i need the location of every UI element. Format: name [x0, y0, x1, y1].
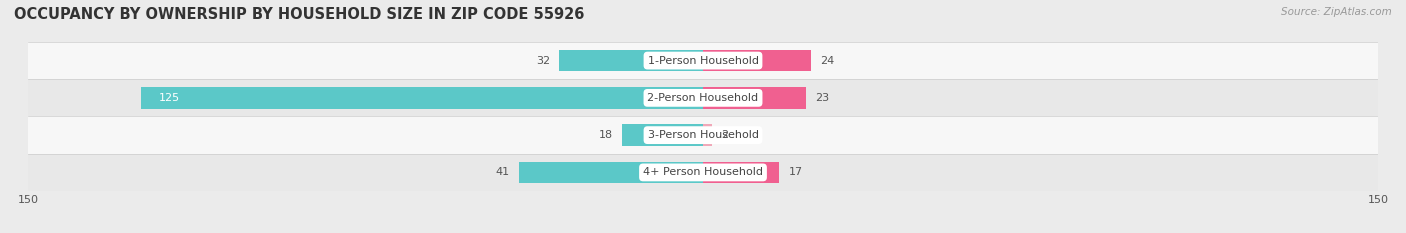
Text: 24: 24	[820, 56, 834, 65]
Bar	[141, 87, 703, 109]
Text: 4+ Person Household: 4+ Person Household	[643, 168, 763, 177]
Bar	[28, 42, 1378, 79]
Bar	[28, 116, 1378, 154]
Text: 41: 41	[495, 168, 509, 177]
Bar	[28, 154, 1378, 191]
Text: 3-Person Household: 3-Person Household	[648, 130, 758, 140]
Text: 125: 125	[159, 93, 180, 103]
Bar	[560, 50, 703, 71]
Text: 2: 2	[721, 130, 728, 140]
Bar	[703, 87, 807, 109]
Text: 18: 18	[599, 130, 613, 140]
Text: Source: ZipAtlas.com: Source: ZipAtlas.com	[1281, 7, 1392, 17]
Text: 17: 17	[789, 168, 803, 177]
Text: 32: 32	[536, 56, 550, 65]
Bar	[703, 124, 711, 146]
Bar	[703, 162, 779, 183]
Text: OCCUPANCY BY OWNERSHIP BY HOUSEHOLD SIZE IN ZIP CODE 55926: OCCUPANCY BY OWNERSHIP BY HOUSEHOLD SIZE…	[14, 7, 585, 22]
Text: 23: 23	[815, 93, 830, 103]
Bar	[703, 50, 811, 71]
Bar	[519, 162, 703, 183]
Bar	[621, 124, 703, 146]
Text: 2-Person Household: 2-Person Household	[647, 93, 759, 103]
Text: 1-Person Household: 1-Person Household	[648, 56, 758, 65]
Bar	[28, 79, 1378, 116]
